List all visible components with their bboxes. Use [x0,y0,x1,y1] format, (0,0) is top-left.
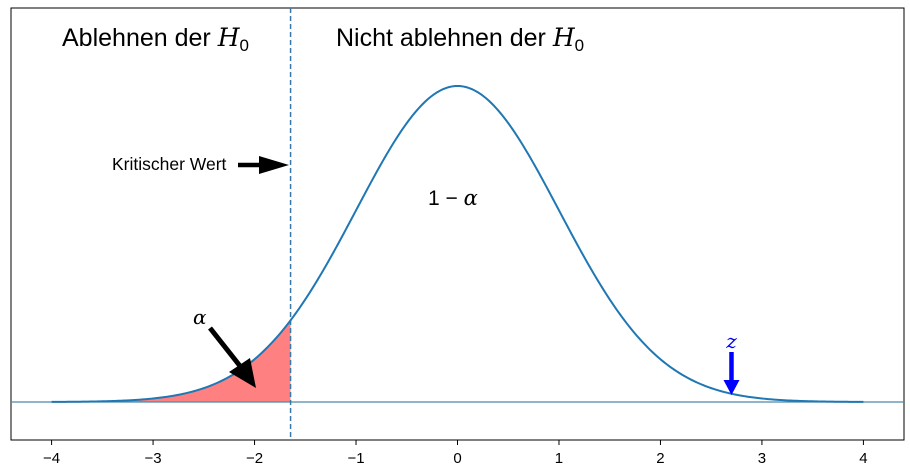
plot-frame [10,7,905,441]
x-tick-label: 4 [859,450,867,467]
h0-letter-2: H [552,23,576,52]
rejection-area [51,320,291,402]
density-curve [51,84,864,403]
critical-value-arrow [238,156,289,174]
one-minus: 1 − [428,187,464,210]
h0-subscript: 0 [240,36,249,55]
x-tick-label: 2 [656,450,664,467]
z-arrow [723,352,740,395]
reject-region-label: Ablehnen der H0 [62,23,249,55]
one-minus-alpha-label: 1 − α [428,186,478,210]
alpha-arrow [208,326,256,388]
alpha-label: α [193,305,207,329]
not-reject-region-label: Nicht ablehnen der H0 [336,23,584,55]
not-reject-prefix: Nicht ablehnen der [336,24,553,52]
x-tick-label: 1 [555,450,563,467]
x-tick-label: −4 [43,450,60,467]
x-tick-label: 3 [758,450,766,467]
reject-prefix: Ablehnen der [62,24,218,52]
alpha-symbol: α [464,186,478,210]
x-axis-ticks: −4 −3 −2 −1 0 1 2 3 4 [43,440,868,467]
critical-value-label: Kritischer Wert [112,154,227,174]
x-tick-label: 0 [453,450,461,467]
z-label: z [725,329,737,353]
h0-letter: H [217,23,241,52]
x-tick-label: −1 [347,450,364,467]
h0-subscript-2: 0 [575,36,584,55]
x-tick-label: −2 [246,450,263,467]
x-tick-label: −3 [145,450,162,467]
